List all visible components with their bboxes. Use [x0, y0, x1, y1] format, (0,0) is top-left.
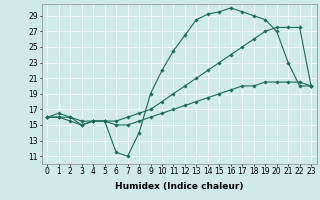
X-axis label: Humidex (Indice chaleur): Humidex (Indice chaleur) [115, 182, 244, 191]
